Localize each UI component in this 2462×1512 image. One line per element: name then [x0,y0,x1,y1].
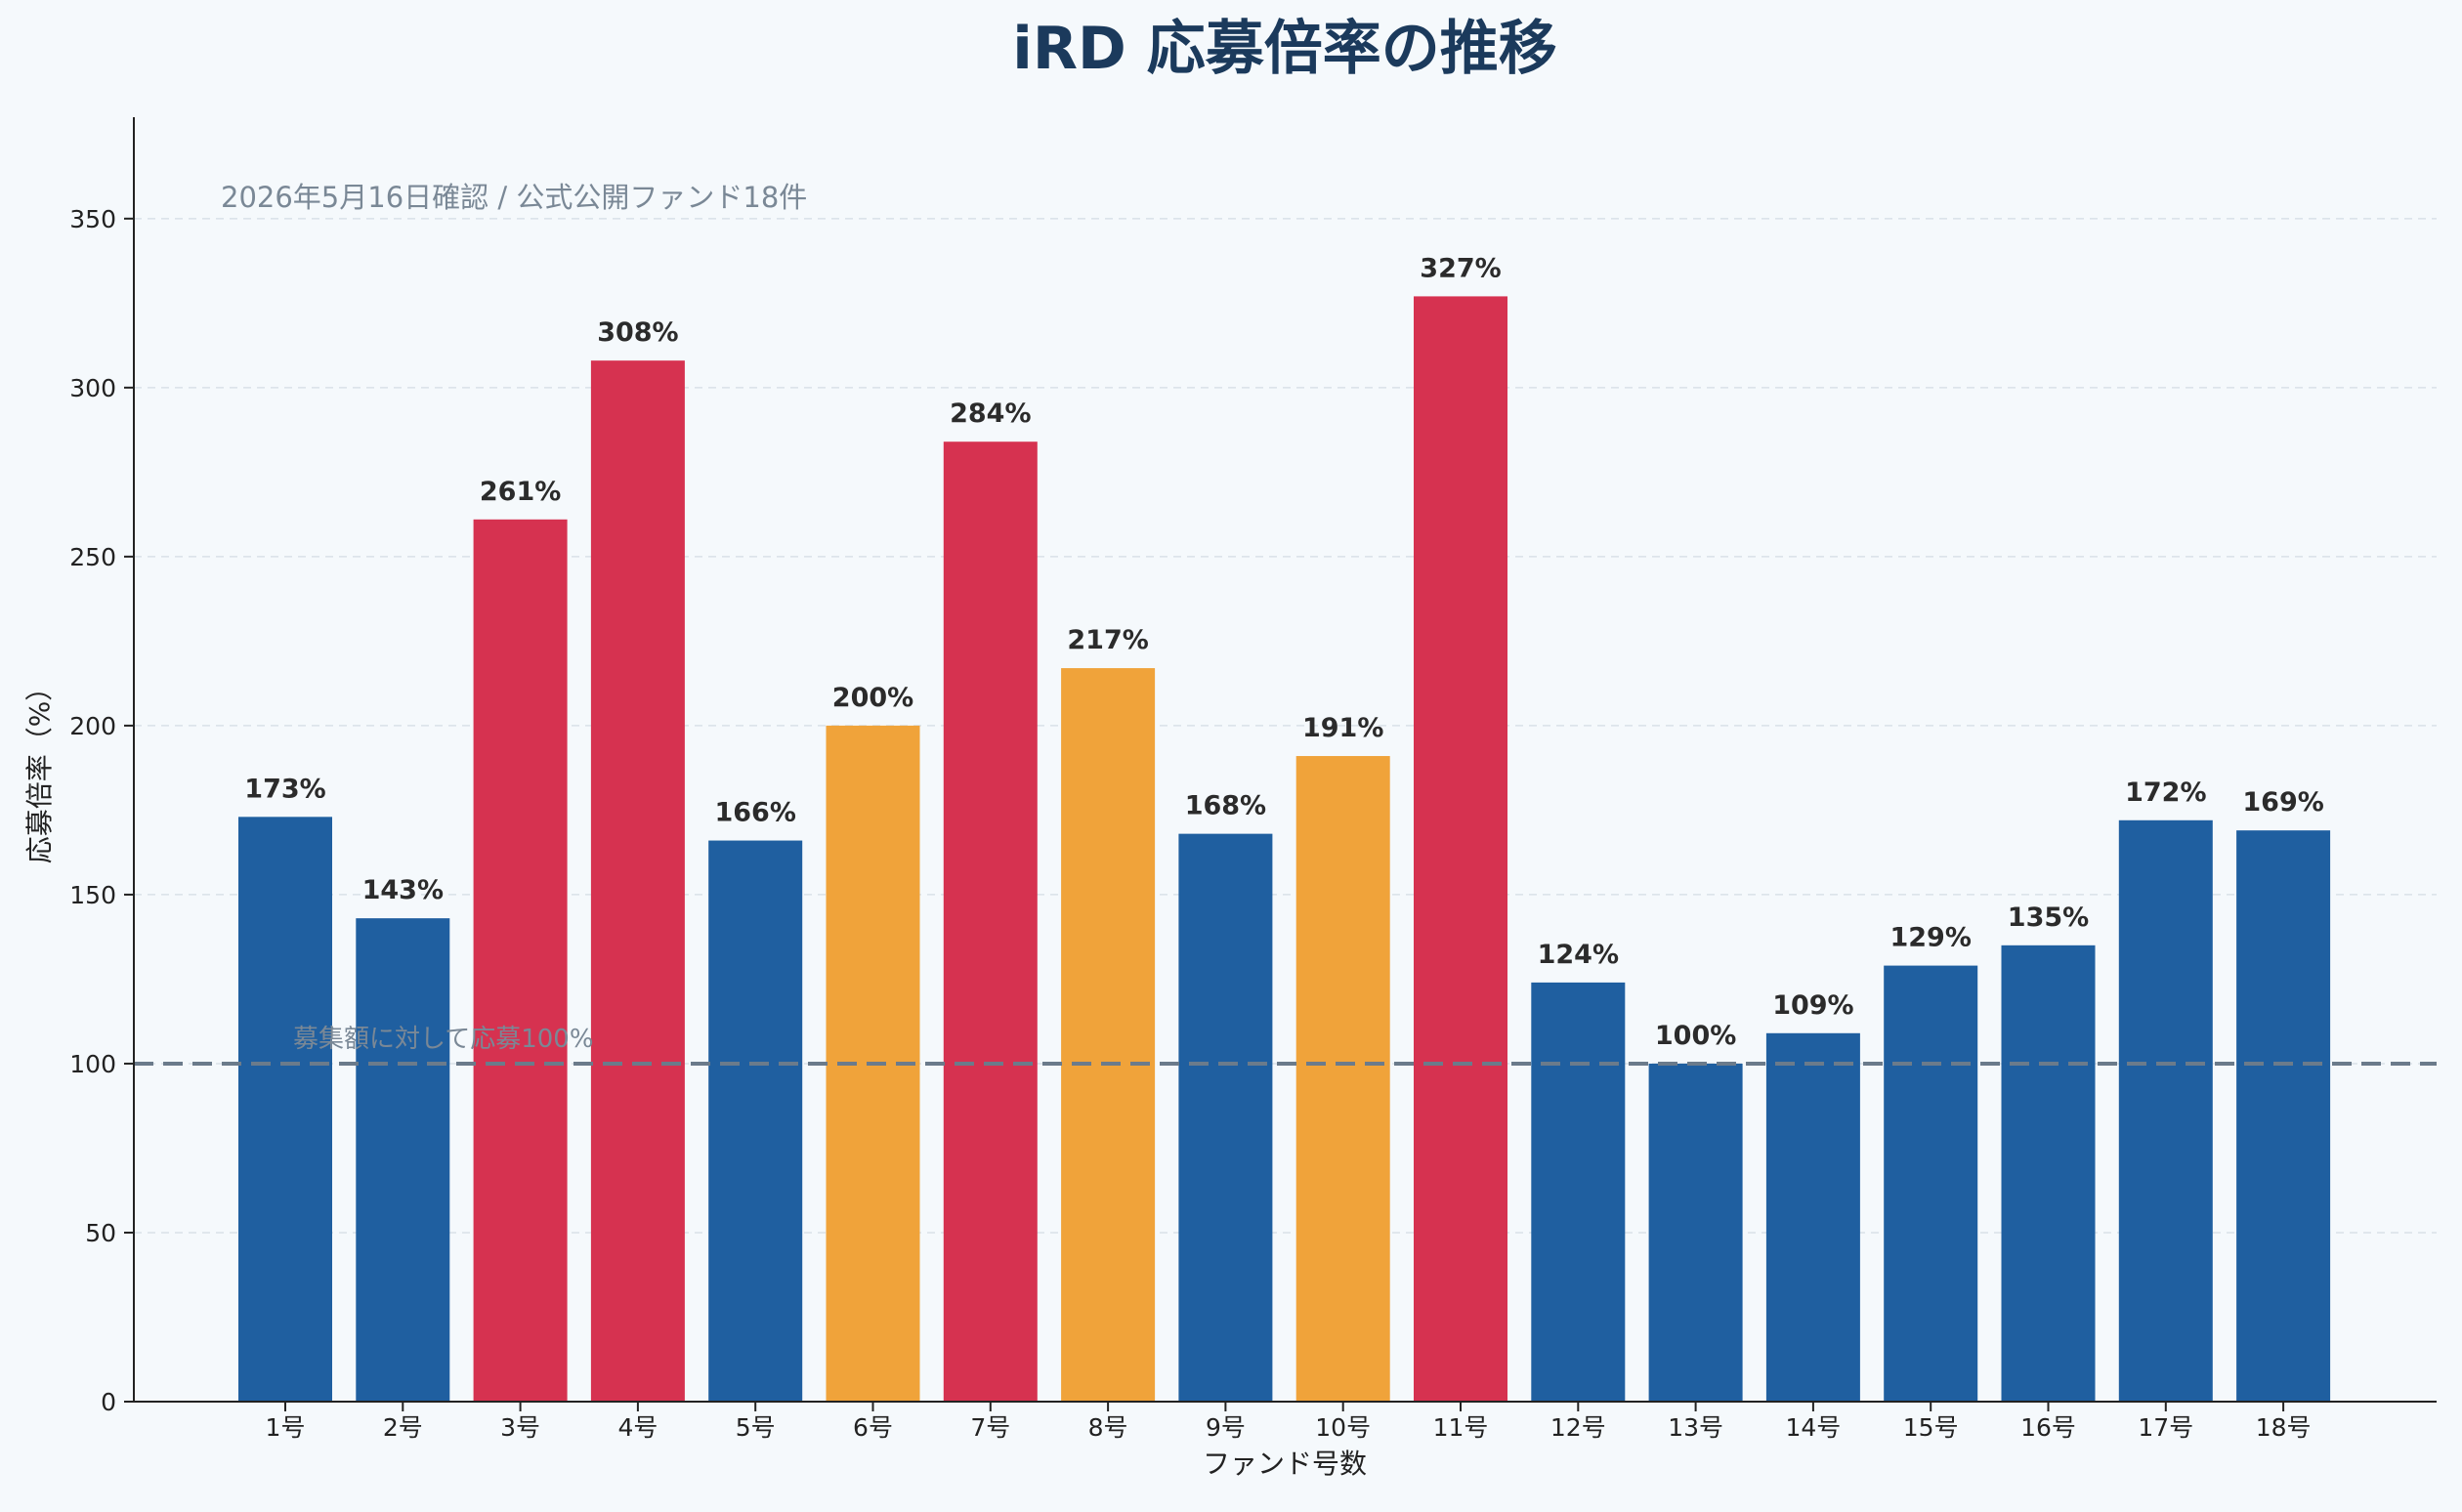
x-tick-label: 13号 [1668,1413,1723,1442]
bar [1061,668,1156,1402]
bar [708,840,803,1402]
bar [1178,833,1273,1402]
bar [1414,296,1507,1402]
x-tick-label: 15号 [1903,1413,1959,1442]
bar-value-label: 129% [1889,923,1971,953]
reference-line-group: 募集額に対して応募100% [134,1025,2437,1066]
bar-value-label: 261% [480,477,561,507]
bar [356,918,450,1402]
bar-value-label: 327% [1420,253,1501,283]
bar [238,817,332,1402]
bar-value-label: 217% [1067,625,1148,655]
x-tick-label: 9号 [1206,1413,1246,1442]
bar-value-label: 173% [244,774,325,804]
bar-value-label: 100% [1655,1021,1736,1051]
bar-value-label: 109% [1772,990,1853,1021]
x-tick-label: 7号 [970,1413,1010,1442]
y-tick-label: 250 [69,543,116,571]
x-tick-label: 14号 [1785,1413,1841,1442]
y-axis-label: 応募倍率（%） [23,674,56,864]
bar [590,360,685,1402]
bar-value-label: 135% [2008,903,2089,933]
bar-value-label: 172% [2125,777,2206,808]
x-tick-label: 3号 [500,1413,540,1442]
bar [1884,965,1978,1402]
bar [943,441,1038,1402]
bar-value-label: 166% [714,798,795,828]
bar [2236,830,2331,1402]
chart-title: iRD 応募倍率の推移 [1012,15,1556,83]
x-tick-label: 10号 [1315,1413,1371,1442]
y-tick-label: 200 [69,712,116,740]
bar-value-label: 200% [832,683,913,713]
bar-value-label: 168% [1185,791,1266,821]
axes-group: 0 50 100 150 200 250 300 350 1号 2号 3号 4号 5号 6号 7号 8号 9号 1… [69,117,2437,1442]
chart-subtitle: 2026年5月16日確認 / 公式公開ファンド18件 [221,181,807,214]
x-tick-label: 2号 [383,1413,423,1442]
x-tick-label: 18号 [2256,1413,2312,1442]
bar-value-label: 284% [950,399,1031,429]
y-tick-label: 150 [69,881,116,909]
x-tick-label: 4号 [617,1413,658,1442]
y-tick-label: 100 [69,1050,116,1078]
x-tick-label: 12号 [1550,1413,1606,1442]
x-tick-label: 6号 [853,1413,893,1442]
x-tick-label: 17号 [2138,1413,2193,1442]
bar [2118,819,2213,1402]
x-tick-label: 1号 [266,1413,306,1442]
x-tick-label: 8号 [1088,1413,1128,1442]
bar-value-label: 169% [2242,787,2323,818]
bar [1295,756,1390,1402]
x-tick-label: 11号 [1433,1413,1489,1442]
x-tick-label: 16号 [2020,1413,2076,1442]
bar [473,519,568,1402]
bar-value-label: 124% [1538,940,1619,970]
y-tick-label: 300 [69,374,116,402]
bar-value-label: 191% [1302,713,1383,743]
bar [1648,1063,1743,1402]
bars-group [238,296,2331,1402]
y-tick-label: 350 [69,205,116,233]
bar-value-label: 143% [362,875,444,905]
x-axis-label: ファンド号数 [1203,1448,1367,1480]
x-tick-label: 5号 [736,1413,776,1442]
bar-value-label: 308% [597,317,678,348]
y-tick-label: 0 [101,1388,116,1416]
bar-labels-group: 173% 143% 261% 308% 166% 200% 284% 217% 168% 191%… [244,253,2324,1051]
bar [1531,982,1626,1402]
bar [1765,1032,1860,1402]
y-tick-label: 50 [85,1219,116,1247]
bar [2001,945,2096,1402]
reference-line-label: 募集額に対して応募100% [293,1025,594,1054]
